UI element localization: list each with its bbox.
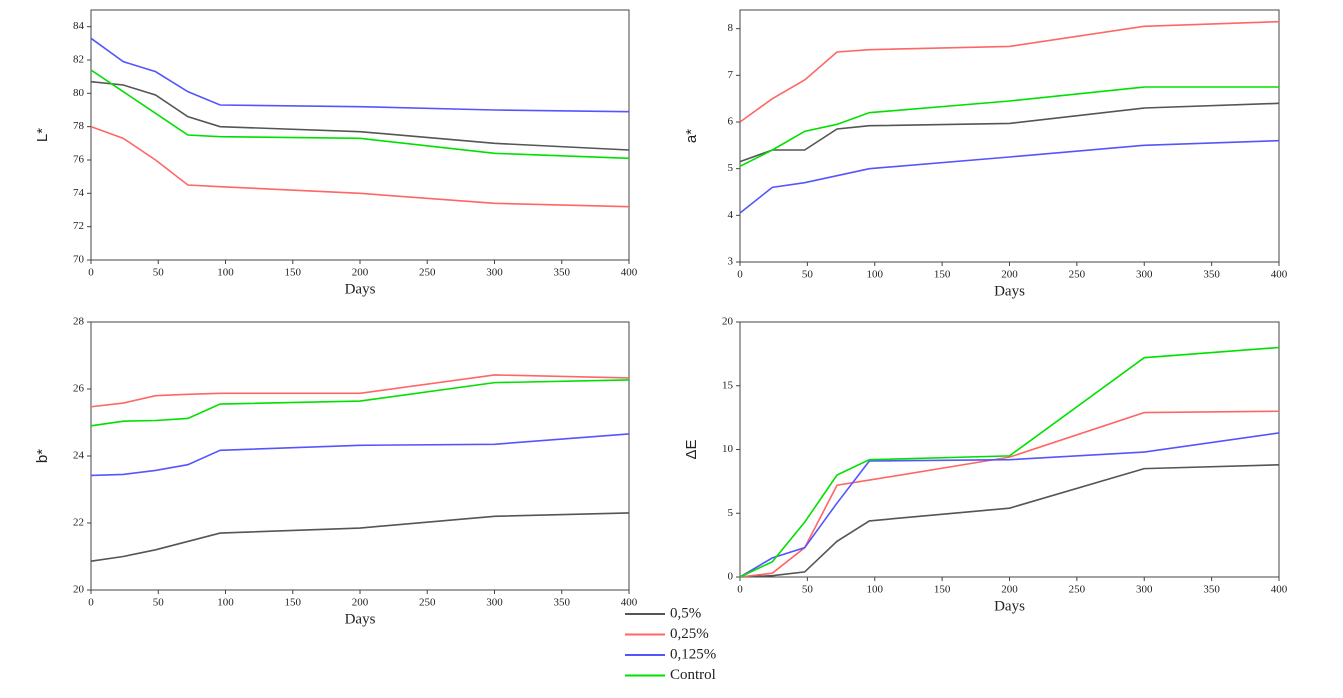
x-tick-label: 350 bbox=[554, 597, 571, 609]
subplot: 0 50 100 150 200 250 300 350 400 3 4 5 6 7 8 Days a* bbox=[683, 9, 1288, 299]
series-line bbox=[739, 346, 1280, 578]
x-tick-label: 100 bbox=[867, 269, 884, 281]
y-tick-label: 6 bbox=[728, 116, 734, 128]
x-tick-label: 200 bbox=[1001, 269, 1018, 281]
plot-frame bbox=[739, 9, 1280, 263]
x-tick-label: 150 bbox=[934, 269, 951, 281]
plot-frame bbox=[739, 321, 1280, 578]
legend: 0,5% 0,25% 0,125% Control bbox=[625, 605, 716, 683]
y-tick-label: 8 bbox=[728, 22, 734, 34]
x-tick-label: 0 bbox=[88, 267, 94, 279]
x-tick-label: 50 bbox=[802, 269, 814, 281]
x-tick-label: 300 bbox=[486, 267, 503, 279]
y-tick-label: 15 bbox=[722, 379, 734, 391]
x-tick-label: 400 bbox=[621, 597, 638, 609]
x-tick-label: 200 bbox=[352, 267, 369, 279]
x-tick-label: 50 bbox=[153, 267, 165, 279]
x-tick-label: 200 bbox=[352, 597, 369, 609]
series-line bbox=[90, 37, 630, 113]
x-tick-label: 50 bbox=[802, 584, 814, 596]
y-tick-label: 3 bbox=[728, 256, 734, 268]
x-tick-label: 350 bbox=[1203, 584, 1220, 596]
subplot: 0 50 100 150 200 250 300 350 400 0 5 10 15 20 Days ΔE bbox=[683, 316, 1288, 615]
y-tick-label: 20 bbox=[722, 316, 734, 328]
x-tick-label: 100 bbox=[217, 597, 234, 609]
y-tick-label: 26 bbox=[73, 383, 85, 395]
series-line bbox=[739, 102, 1280, 163]
legend-label: 0,125% bbox=[670, 646, 716, 662]
series-line bbox=[739, 86, 1279, 168]
y-tick-label: 24 bbox=[73, 450, 85, 462]
y-tick-label: 7 bbox=[728, 69, 734, 81]
series-line bbox=[90, 379, 630, 427]
x-tick-label: 0 bbox=[88, 597, 94, 609]
x-axis-label: Days bbox=[345, 281, 376, 297]
y-tick-label: 72 bbox=[73, 220, 84, 232]
x-tick-label: 250 bbox=[419, 267, 436, 279]
x-tick-label: 250 bbox=[1069, 584, 1086, 596]
x-tick-label: 250 bbox=[1069, 269, 1086, 281]
y-tick-label: 28 bbox=[73, 316, 85, 328]
series-line bbox=[739, 20, 1280, 123]
series-line bbox=[739, 432, 1280, 578]
y-tick-label: 20 bbox=[73, 584, 85, 596]
subplot: 0 50 100 150 200 250 300 350 400 70 72 74 76 78 80 82 84… bbox=[34, 9, 638, 297]
x-tick-label: 0 bbox=[737, 269, 743, 281]
series-line bbox=[739, 410, 1280, 578]
x-tick-label: 150 bbox=[934, 584, 951, 596]
y-axis-label: b* bbox=[34, 449, 51, 463]
legend-label: 0,5% bbox=[670, 605, 701, 621]
x-tick-label: 300 bbox=[1136, 269, 1153, 281]
plot-frame bbox=[90, 9, 630, 261]
series-line bbox=[739, 464, 1280, 578]
y-axis-label: ΔE bbox=[683, 439, 700, 459]
plot-frame bbox=[90, 321, 630, 591]
x-tick-label: 150 bbox=[285, 597, 302, 609]
series-line bbox=[90, 80, 630, 151]
x-tick-label: 350 bbox=[1203, 269, 1220, 281]
x-axis-label: Days bbox=[994, 283, 1025, 299]
x-tick-label: 400 bbox=[1271, 584, 1288, 596]
y-tick-label: 5 bbox=[728, 507, 734, 519]
x-axis-label: Days bbox=[994, 598, 1025, 614]
x-tick-label: 150 bbox=[285, 267, 302, 279]
series-line bbox=[90, 433, 630, 477]
x-tick-label: 400 bbox=[621, 267, 638, 279]
x-tick-label: 400 bbox=[1271, 269, 1288, 281]
y-tick-label: 70 bbox=[73, 254, 85, 266]
series-line bbox=[90, 69, 630, 160]
x-tick-label: 300 bbox=[486, 597, 503, 609]
x-tick-label: 200 bbox=[1001, 584, 1018, 596]
legend-label: 0,25% bbox=[670, 626, 709, 642]
y-tick-label: 80 bbox=[73, 87, 85, 99]
y-tick-label: 22 bbox=[73, 517, 84, 529]
x-tick-label: 100 bbox=[217, 267, 234, 279]
y-tick-label: 74 bbox=[73, 187, 85, 199]
series-line bbox=[90, 374, 630, 408]
series-line bbox=[739, 139, 1280, 214]
y-axis-label: L* bbox=[34, 128, 51, 142]
y-tick-label: 10 bbox=[722, 443, 734, 455]
y-tick-label: 76 bbox=[73, 154, 85, 166]
x-tick-label: 350 bbox=[554, 267, 571, 279]
x-axis-label: Days bbox=[345, 611, 376, 627]
x-tick-label: 0 bbox=[737, 584, 743, 596]
legend-label: Control bbox=[670, 667, 716, 683]
x-tick-label: 300 bbox=[1136, 584, 1153, 596]
x-tick-label: 50 bbox=[153, 597, 165, 609]
y-tick-label: 78 bbox=[73, 120, 85, 132]
subplot: 0 50 100 150 200 250 300 350 400 20 22 24 26 28 Days b* bbox=[34, 316, 638, 628]
y-tick-label: 4 bbox=[728, 209, 734, 221]
series-line bbox=[90, 125, 630, 208]
y-tick-label: 5 bbox=[728, 162, 734, 174]
y-axis-label: a* bbox=[683, 129, 700, 143]
y-tick-label: 82 bbox=[73, 54, 84, 66]
y-tick-label: 0 bbox=[728, 571, 734, 583]
x-tick-label: 100 bbox=[867, 584, 884, 596]
y-tick-label: 84 bbox=[73, 20, 85, 32]
x-tick-label: 250 bbox=[419, 597, 436, 609]
series-line bbox=[90, 512, 630, 562]
